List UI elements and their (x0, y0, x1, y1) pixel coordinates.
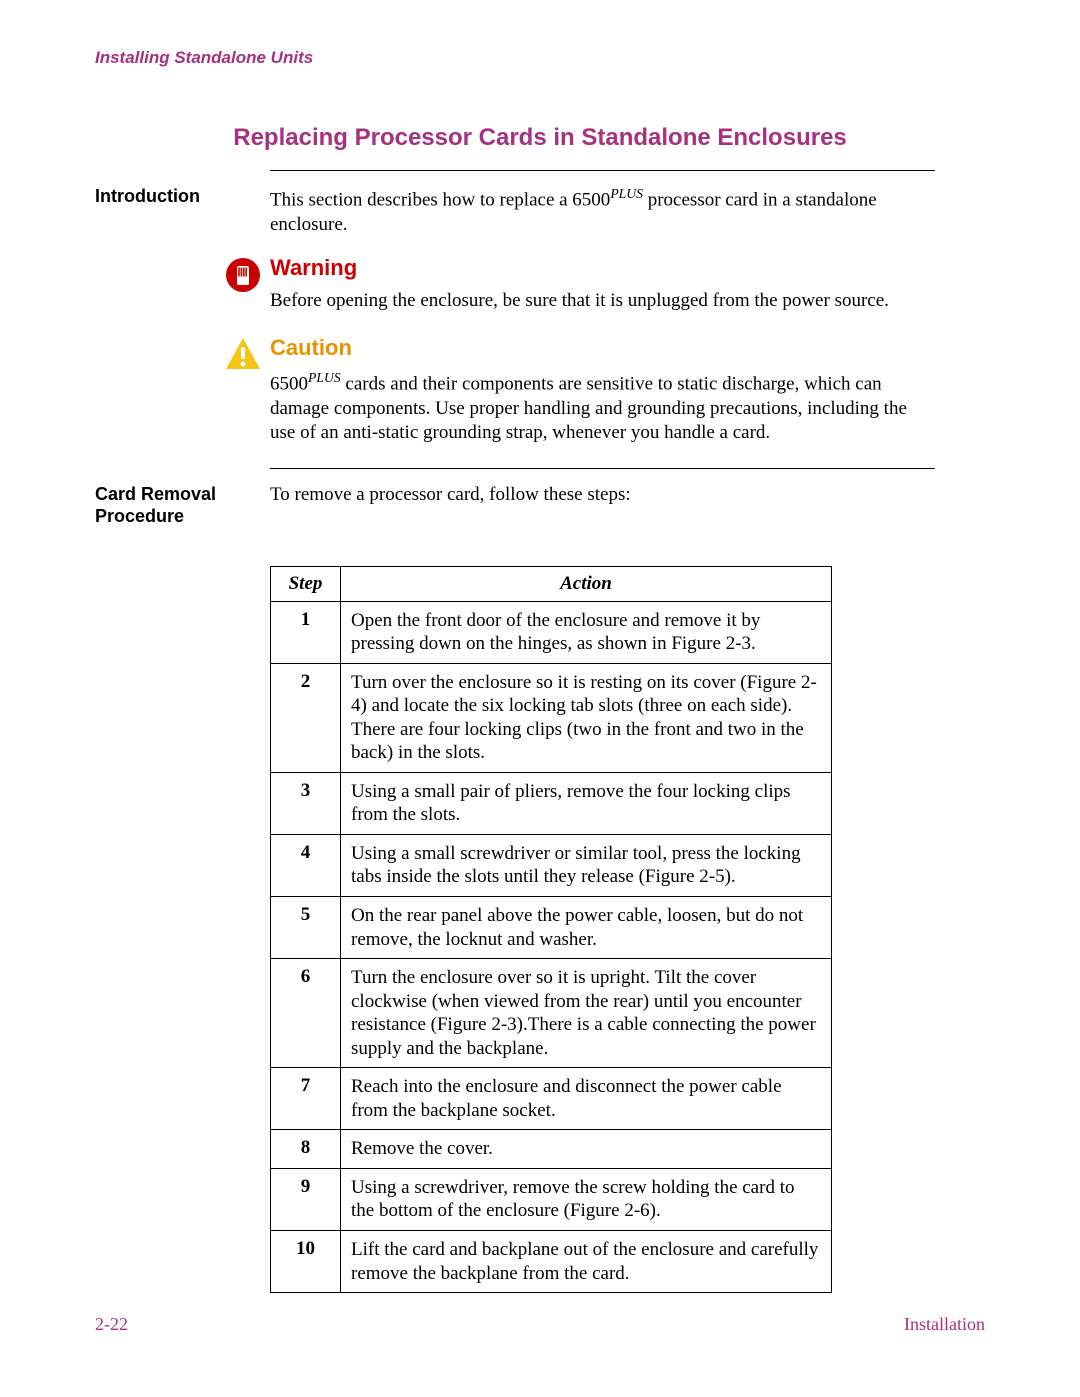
page-title: Replacing Processor Cards in Standalone … (170, 124, 910, 152)
step-action: Turn over the enclosure so it is resting… (341, 663, 832, 772)
running-header: Installing Standalone Units (95, 48, 985, 68)
step-action: Turn the enclosure over so it is upright… (341, 959, 832, 1068)
step-number: 5 (271, 897, 341, 959)
step-number: 10 (271, 1231, 341, 1293)
table-row: 9Using a screwdriver, remove the screw h… (271, 1168, 832, 1230)
col-step: Step (271, 566, 341, 601)
step-action: On the rear panel above the power cable,… (341, 897, 832, 959)
step-action: Using a small pair of pliers, remove the… (341, 772, 832, 834)
table-row: 4Using a small screwdriver or similar to… (271, 834, 832, 896)
step-number: 3 (271, 772, 341, 834)
footer-page-number: 2-22 (95, 1314, 128, 1335)
warning-icon (225, 255, 270, 313)
step-number: 8 (271, 1130, 341, 1169)
table-header-row: Step Action (271, 566, 832, 601)
intro-sup: PLUS (610, 186, 643, 201)
table-row: 10Lift the card and backplane out of the… (271, 1231, 832, 1293)
procedure-intro: To remove a processor card, follow these… (270, 483, 935, 507)
caution-post: cards and their components are sensitive… (270, 374, 907, 444)
step-number: 2 (271, 663, 341, 772)
caution-sup: PLUS (308, 370, 341, 385)
label-introduction: Introduction (95, 185, 270, 237)
step-action: Reach into the enclosure and disconnect … (341, 1068, 832, 1130)
step-number: 7 (271, 1068, 341, 1130)
col-action: Action (341, 566, 832, 601)
table-row: 2Turn over the enclosure so it is restin… (271, 663, 832, 772)
intro-pre: This section describes how to replace a … (270, 189, 610, 210)
caution-icon (225, 335, 270, 445)
section-rule (270, 468, 935, 469)
table-row: 5On the rear panel above the power cable… (271, 897, 832, 959)
caution-text: 6500PLUS cards and their components are … (270, 369, 935, 445)
step-action: Open the front door of the enclosure and… (341, 601, 832, 663)
label-procedure: Card Removal Procedure (95, 483, 270, 528)
step-number: 4 (271, 834, 341, 896)
title-rule (270, 170, 935, 171)
steps-table: Step Action 1Open the front door of the … (270, 566, 832, 1294)
warning-title: Warning (270, 255, 935, 281)
step-number: 6 (271, 959, 341, 1068)
intro-text: This section describes how to replace a … (270, 185, 935, 237)
caution-title: Caution (270, 335, 935, 361)
step-action: Using a small screwdriver or similar too… (341, 834, 832, 896)
caution-pre: 6500 (270, 374, 308, 395)
warning-text: Before opening the enclosure, be sure th… (270, 289, 935, 313)
table-row: 8Remove the cover. (271, 1130, 832, 1169)
table-row: 6Turn the enclosure over so it is uprigh… (271, 959, 832, 1068)
footer-section-name: Installation (904, 1314, 985, 1335)
table-row: 3Using a small pair of pliers, remove th… (271, 772, 832, 834)
step-action: Using a screwdriver, remove the screw ho… (341, 1168, 832, 1230)
step-number: 9 (271, 1168, 341, 1230)
table-row: 1Open the front door of the enclosure an… (271, 601, 832, 663)
step-action: Lift the card and backplane out of the e… (341, 1231, 832, 1293)
step-number: 1 (271, 601, 341, 663)
step-action: Remove the cover. (341, 1130, 832, 1169)
table-row: 7Reach into the enclosure and disconnect… (271, 1068, 832, 1130)
